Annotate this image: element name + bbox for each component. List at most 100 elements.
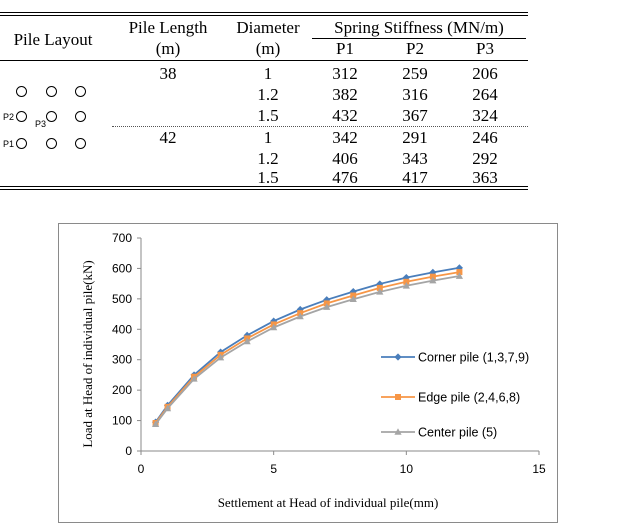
- y-tick-label: 700: [112, 231, 132, 245]
- table-bottom-rule-inner: [0, 189, 528, 190]
- cell-p3: 264: [472, 85, 498, 104]
- data-point: [349, 295, 357, 302]
- series-square: [152, 269, 463, 427]
- x-axis-title: Settlement at Head of individual pile(mm…: [218, 495, 439, 510]
- chart-axes: [140, 238, 539, 452]
- data-point: [376, 284, 383, 291]
- data-point: [296, 305, 304, 314]
- series-triangle: [151, 272, 463, 428]
- data-point: [429, 273, 436, 280]
- data-point: [429, 276, 437, 284]
- data-point: [395, 394, 401, 400]
- stiffness-table: Pile Layout Pile Length (m) Diameter (m)…: [0, 0, 528, 190]
- header-p2: P2: [406, 39, 424, 58]
- y-tick-label: 100: [112, 414, 132, 428]
- data-point: [296, 312, 304, 320]
- data-point: [394, 353, 402, 361]
- cell-diameter: 1.5: [257, 168, 279, 187]
- x-axis-ticks: 0 5 10 15: [138, 451, 546, 476]
- cell-diameter: 1: [263, 128, 273, 147]
- y-tick-label: 200: [112, 383, 132, 397]
- series-diamond: [151, 264, 463, 426]
- y-tick-label: 600: [112, 261, 132, 275]
- cell-p2: 417: [402, 168, 428, 187]
- header-pile-length: Pile Length: [128, 18, 208, 37]
- pile-circle: [75, 138, 86, 149]
- header-spring-stiffness: Spring Stiffness (MN/m): [334, 18, 504, 37]
- cell-p1: 312: [332, 64, 358, 83]
- y-tick-label: 500: [112, 292, 132, 306]
- table-header-rule: [0, 60, 528, 61]
- cell-p1: 382: [332, 85, 358, 104]
- y-tick-label: 400: [112, 322, 132, 336]
- data-point: [394, 428, 402, 435]
- cell-diameter: 1.2: [257, 85, 279, 104]
- data-point: [429, 268, 437, 276]
- cell-p3: 206: [472, 64, 498, 83]
- cell-diameter: 1.2: [257, 149, 279, 168]
- pile-circle: [46, 111, 57, 122]
- header-pile-length-unit: (m): [155, 39, 181, 58]
- data-point: [402, 281, 410, 289]
- x-tick-label: 0: [138, 462, 145, 476]
- legend-item: Edge pile (2,4,6,8): [381, 391, 520, 405]
- header-p1: P1: [336, 39, 354, 58]
- table-group-divider: [112, 126, 528, 127]
- cell-p2: 291: [402, 128, 428, 147]
- data-point: [376, 288, 384, 295]
- series-line: [154, 275, 460, 425]
- header-p3: P3: [476, 39, 494, 58]
- chart-series: [151, 264, 463, 428]
- cell-p1: 476: [332, 168, 358, 187]
- cell-p3: 363: [472, 168, 498, 187]
- pile-circle: [16, 138, 27, 149]
- data-point: [455, 272, 463, 279]
- x-tick-label: 10: [400, 462, 414, 476]
- data-point: [270, 323, 278, 331]
- data-point: [190, 375, 198, 382]
- x-tick-label: 5: [270, 462, 277, 476]
- data-point: [323, 303, 331, 310]
- cell-p2: 343: [402, 149, 428, 168]
- chart-legend: Corner pile (1,3,7,9) Edge pile (2,4,6,8)…: [381, 351, 529, 440]
- load-settlement-chart: 0 100 200 300 400 500 600 700 0 5 10 15 Corner pil…: [80, 231, 546, 510]
- cell-diameter: 1: [263, 64, 273, 83]
- pile-circle: [16, 86, 27, 97]
- legend-label: Edge pile (2,4,6,8): [418, 391, 520, 405]
- table-bottom-rule: [0, 186, 528, 187]
- header-diameter-unit: (m): [255, 39, 281, 58]
- cell-p2: 367: [402, 106, 428, 125]
- pile-label-p3: P3: [35, 119, 47, 129]
- pile-label-p1: P1: [3, 139, 15, 149]
- cell-p1: 342: [332, 128, 358, 147]
- cell-p3: 246: [472, 128, 498, 147]
- data-point: [151, 420, 160, 428]
- cell-diameter: 1.5: [257, 106, 279, 125]
- table-top-rule-inner: [0, 15, 528, 16]
- table-top-rule: [0, 12, 528, 13]
- data-point: [403, 278, 410, 285]
- cell-length: 38: [159, 64, 177, 83]
- pile-circle: [46, 86, 57, 97]
- data-point: [456, 269, 463, 276]
- cell-p1: 432: [332, 106, 358, 125]
- legend-label: Corner pile (1,3,7,9): [418, 351, 529, 365]
- header-pile-layout: Pile Layout: [13, 30, 93, 49]
- pile-circle: [46, 138, 57, 149]
- pile-label-p2: P2: [3, 112, 15, 122]
- data-point: [376, 280, 384, 288]
- data-point: [217, 353, 225, 361]
- legend-label: Center pile (5): [418, 426, 497, 440]
- cell-p2: 316: [402, 85, 428, 104]
- cell-p3: 292: [472, 149, 498, 168]
- header-diameter: Diameter: [236, 18, 300, 37]
- series-line: [154, 266, 460, 423]
- data-point: [163, 404, 172, 412]
- cell-p3: 324: [472, 106, 498, 125]
- cell-length: 42: [159, 128, 177, 147]
- cell-p2: 259: [402, 64, 428, 83]
- legend-item: Corner pile (1,3,7,9): [381, 351, 529, 365]
- x-tick-label: 15: [532, 462, 546, 476]
- y-axis-ticks: 0 100 200 300 400 500 600 700: [112, 231, 141, 458]
- cell-p1: 406: [332, 149, 358, 168]
